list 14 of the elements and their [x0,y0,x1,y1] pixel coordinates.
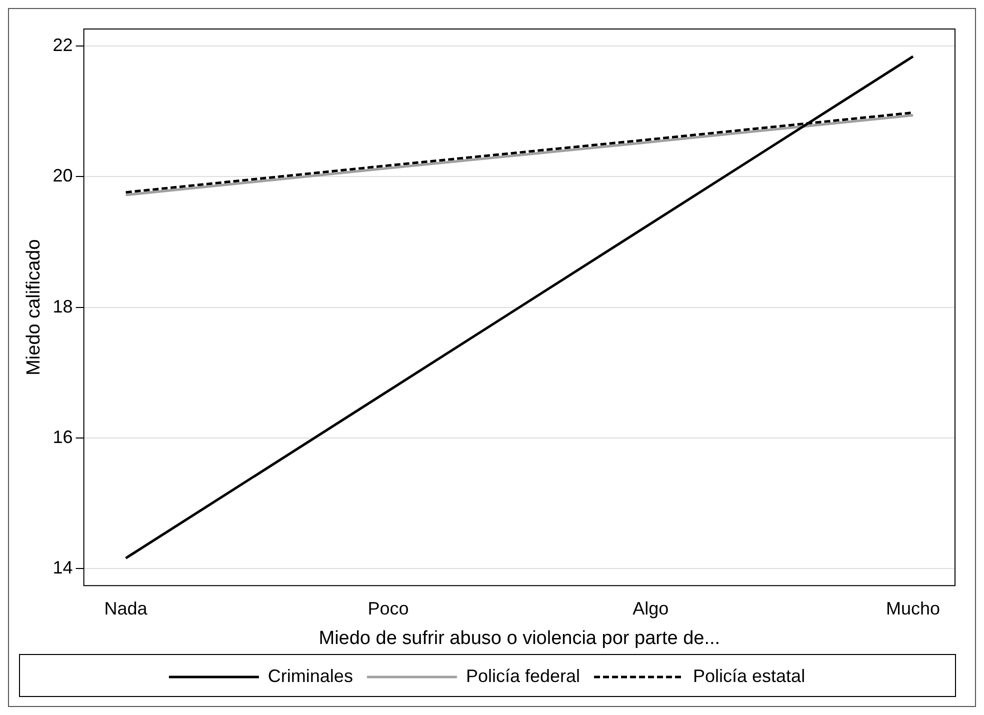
x-tick-label: Nada [104,598,148,618]
legend-label: Criminales [268,666,353,686]
legend-label: Policía estatal [693,666,806,686]
y-tick-label: 16 [52,426,73,447]
y-tick-label: 22 [52,34,73,55]
x-tick-label: Algo [632,598,669,618]
x-tick-label: Mucho [886,598,940,618]
y-tick-label: 20 [52,166,73,186]
legend-label: Policía federal [466,666,580,686]
y-tick-label: 14 [52,558,73,578]
x-tick-label: Poco [368,598,409,618]
y-axis-title: Miedo calificado [24,239,45,376]
y-tick-label: 18 [52,296,73,316]
x-axis-title: Miedo de sufrir abuso o violencia por parte de... [318,628,720,649]
